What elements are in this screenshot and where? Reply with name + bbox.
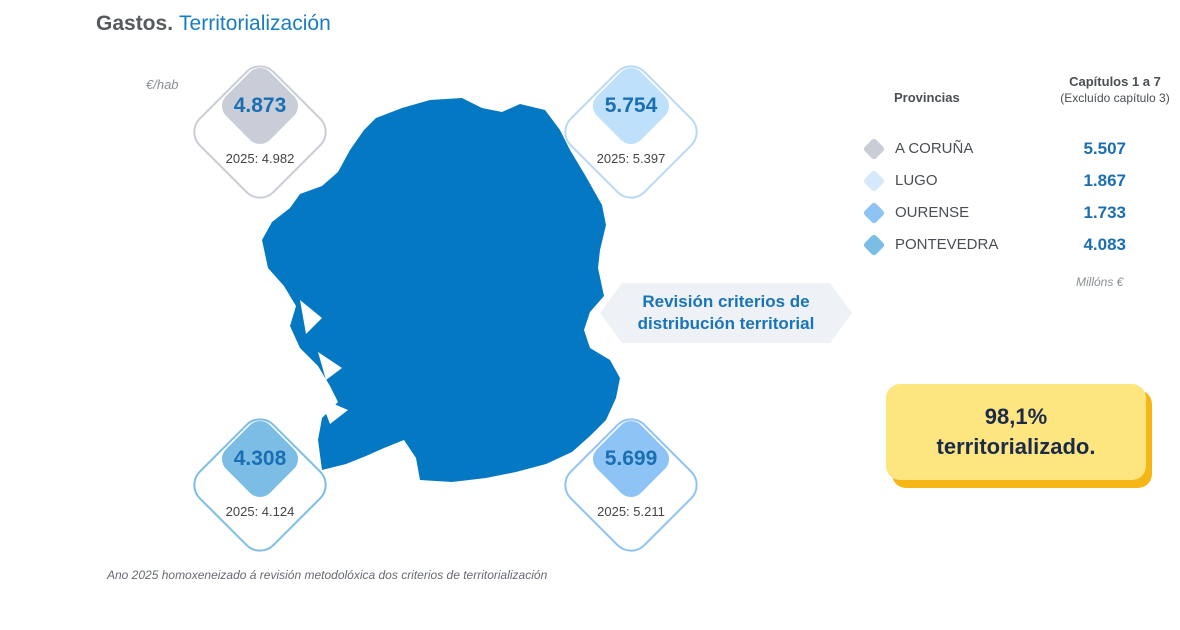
map-ria-2 xyxy=(318,352,342,380)
badge-prev: 2025: 5.397 xyxy=(596,151,666,166)
badge-lugo: 5.754 2025: 5.397 xyxy=(556,57,706,207)
legend-name: A CORUÑA xyxy=(895,140,974,157)
callout-line-2: distribución territorial xyxy=(637,314,815,333)
badge-prev: 2025: 4.982 xyxy=(225,151,295,166)
legend-row: A CORUÑA 5.507 xyxy=(862,137,1132,161)
badge-value: 5.754 xyxy=(604,94,658,117)
map-ria-1 xyxy=(300,300,322,334)
summary-box: 98,1% territorializado. xyxy=(886,384,1146,480)
legend-value: 1.733 xyxy=(1083,203,1126,222)
legend-name: OURENSE xyxy=(895,204,970,221)
legend-value: 1.867 xyxy=(1083,171,1126,190)
summary-percent: 98,1% xyxy=(984,404,1048,429)
badge-value: 4.873 xyxy=(233,94,287,117)
badge-value: 4.308 xyxy=(233,447,287,470)
legend-name: PONTEVEDRA xyxy=(895,236,999,253)
legend-row: LUGO 1.867 xyxy=(862,169,1132,193)
page-title: Gastos. Territorialización xyxy=(96,12,331,36)
legend-name: LUGO xyxy=(895,172,938,189)
legend-header-chapters: Capítulos 1 a 7 (Excluído capítulo 3) xyxy=(1040,74,1180,105)
title-light: Territorialización xyxy=(179,12,331,35)
callout-shape xyxy=(600,283,852,343)
unit-label: €/hab xyxy=(146,77,179,92)
legend-swatch xyxy=(862,169,886,193)
badge-pontevedra: 4.308 2025: 4.124 xyxy=(185,410,335,560)
legend-header-chapters-note: (Excluído capítulo 3) xyxy=(1060,91,1170,105)
footnote: Ano 2025 homoxeneizado á revisión metodo… xyxy=(107,568,548,582)
callout-line-1: Revisión criterios de xyxy=(642,292,810,311)
legend-value: 4.083 xyxy=(1083,235,1126,254)
legend-swatch xyxy=(862,201,886,225)
title-bold: Gastos. xyxy=(96,12,174,35)
map-shape xyxy=(262,98,620,482)
badge-prev: 2025: 5.211 xyxy=(597,504,665,519)
legend-header-chapters-title: Capítulos 1 a 7 xyxy=(1069,74,1161,89)
legend-swatch xyxy=(862,233,886,257)
badge-ourense: 5.699 2025: 5.211 xyxy=(556,410,706,560)
legend-unit: Millóns € xyxy=(1076,275,1124,289)
legend-row: OURENSE 1.733 xyxy=(862,201,1132,225)
legend-row: PONTEVEDRA 4.083 xyxy=(862,233,1132,257)
legend-value: 5.507 xyxy=(1083,139,1126,158)
callout-text: Revisión criterios de distribución terri… xyxy=(600,291,852,335)
legend-header-provinces: Provincias xyxy=(894,90,960,105)
badge-a-coruna: 4.873 2025: 4.982 xyxy=(185,57,335,207)
badge-value: 5.699 xyxy=(604,447,658,470)
map-ria-3 xyxy=(320,398,348,424)
summary-label: territorializado. xyxy=(936,434,1096,459)
legend-swatch xyxy=(862,137,886,161)
callout-box: Revisión criterios de distribución terri… xyxy=(600,283,852,343)
badge-prev: 2025: 4.124 xyxy=(225,504,295,519)
